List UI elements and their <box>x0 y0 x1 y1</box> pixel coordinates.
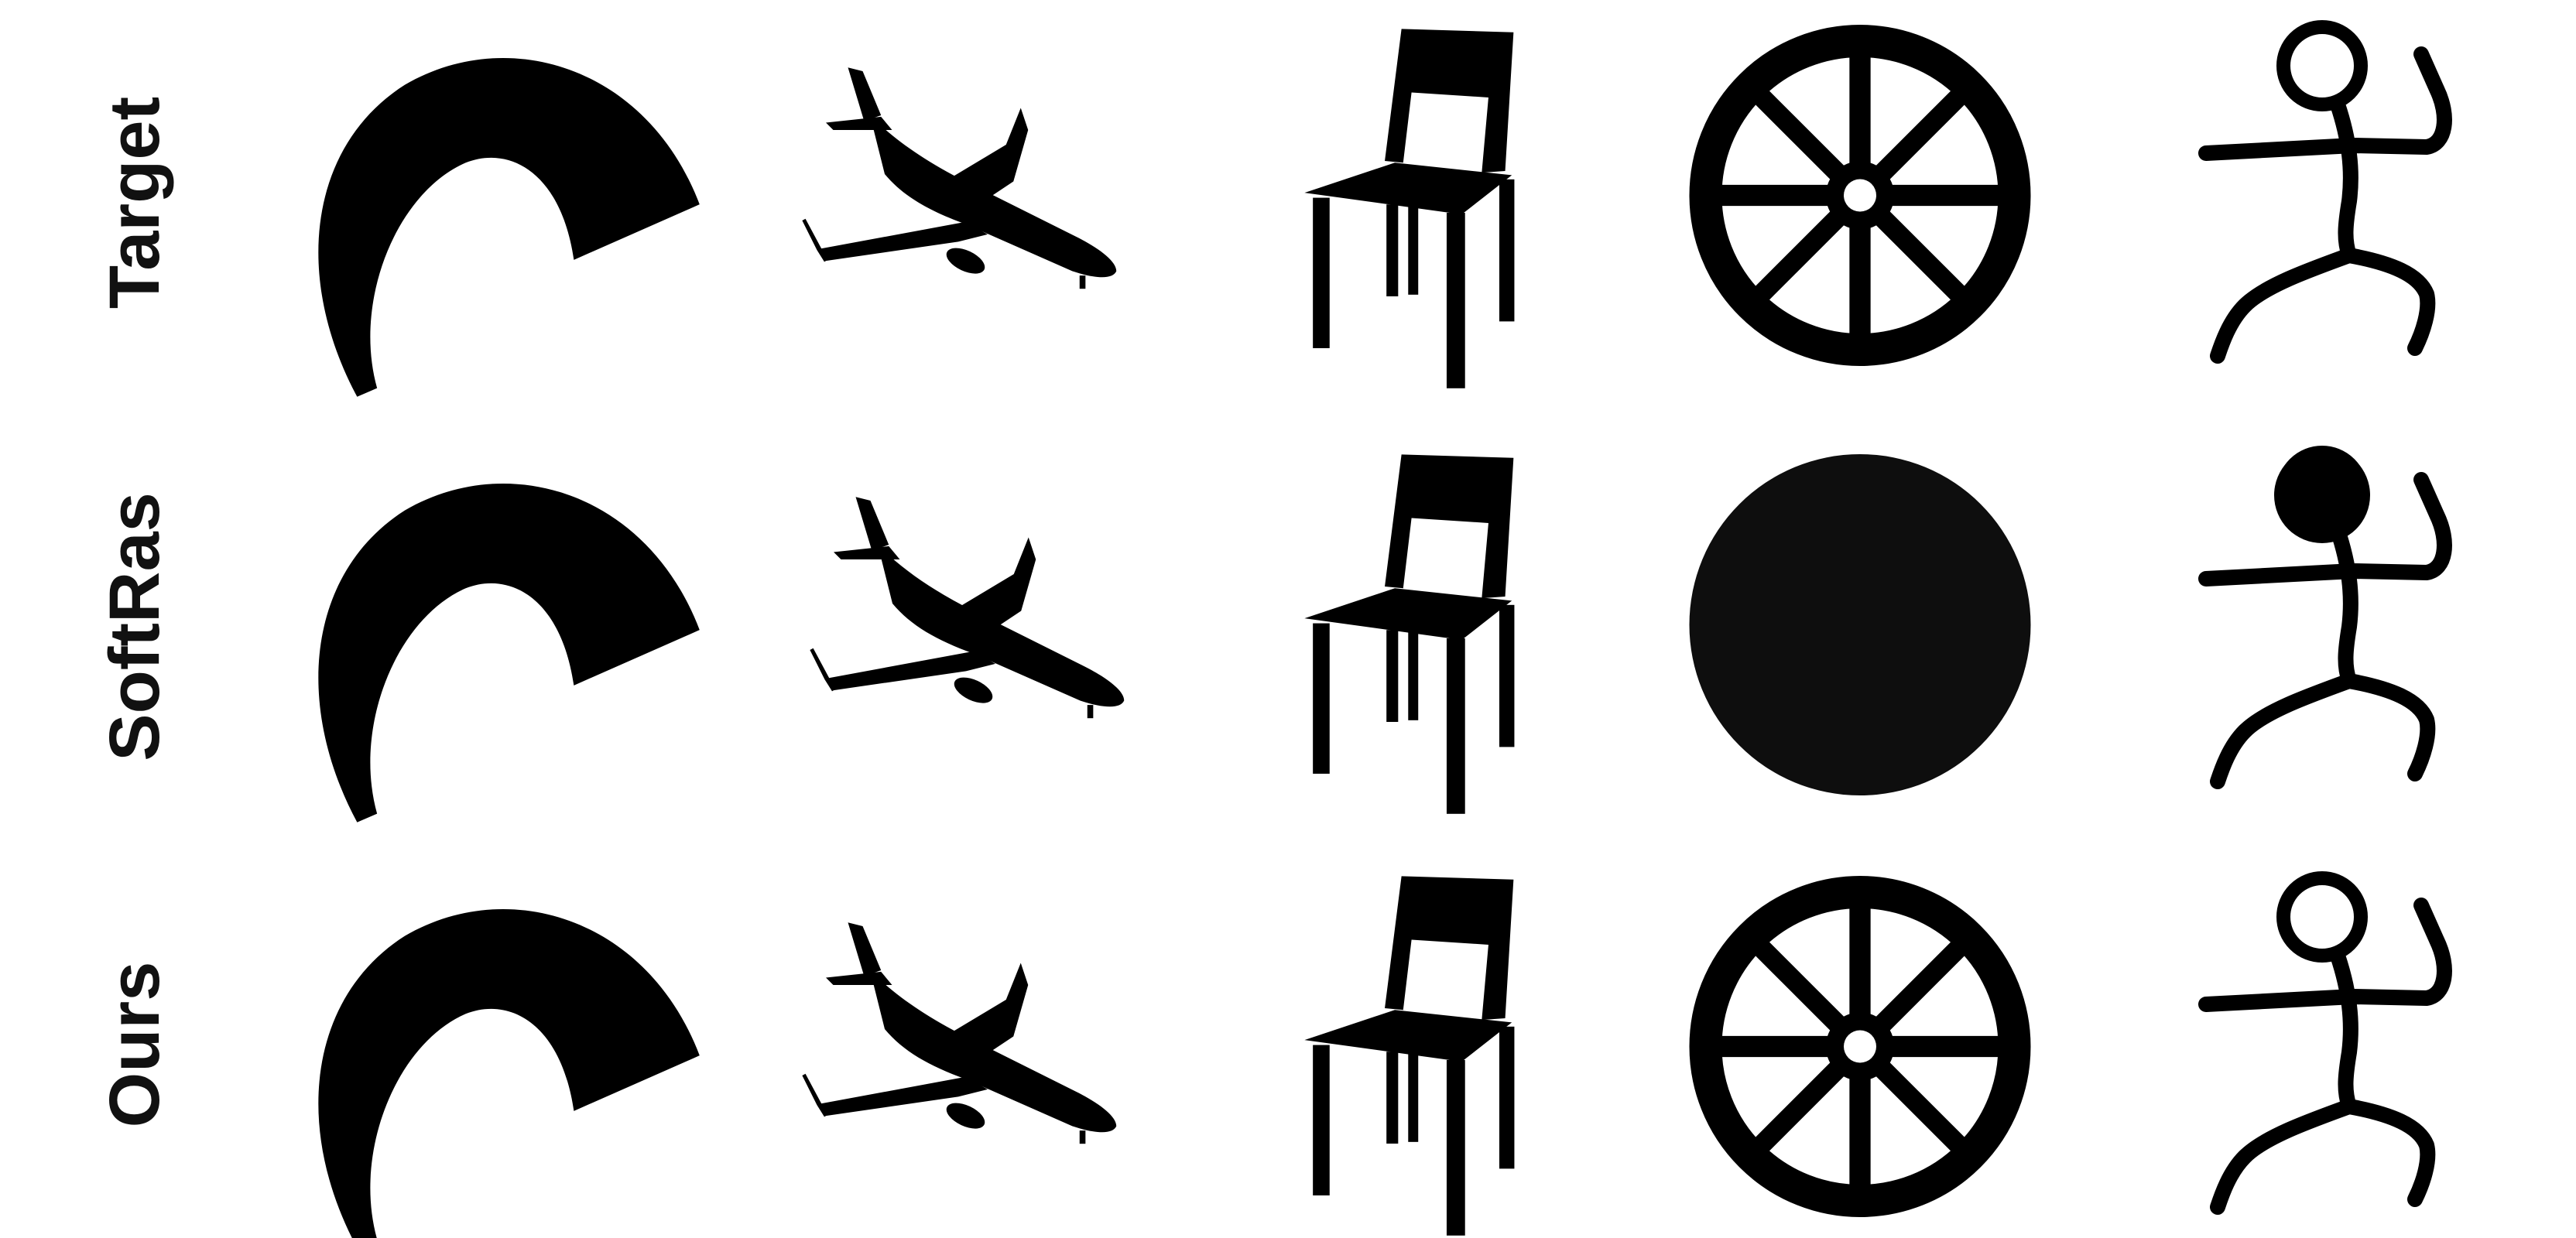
chair-icon <box>1304 29 1515 388</box>
arc-shape-icon <box>318 908 700 1238</box>
arc-shape-icon <box>318 483 700 822</box>
head-blob <box>2274 447 2370 543</box>
wheel-icon <box>1689 454 2031 795</box>
row-label-target: Target <box>95 97 174 309</box>
row-label-ours: Ours <box>95 962 174 1128</box>
chair-icon <box>1304 876 1515 1236</box>
softras-row <box>318 447 2444 822</box>
wheel-icon <box>1706 892 2015 1201</box>
row-label-softras: SoftRas <box>95 492 174 761</box>
airplane-icon <box>812 497 1125 718</box>
wheel-icon <box>1706 41 2015 350</box>
stick-figure-icon <box>2206 27 2444 356</box>
stick-figure-icon <box>2206 878 2444 1207</box>
chair-icon <box>1304 454 1515 814</box>
target-row <box>318 27 2444 397</box>
airplane-icon <box>804 922 1117 1144</box>
arc-shape-icon <box>318 57 700 397</box>
ours-row <box>318 876 2444 1238</box>
airplane-icon <box>804 67 1117 289</box>
